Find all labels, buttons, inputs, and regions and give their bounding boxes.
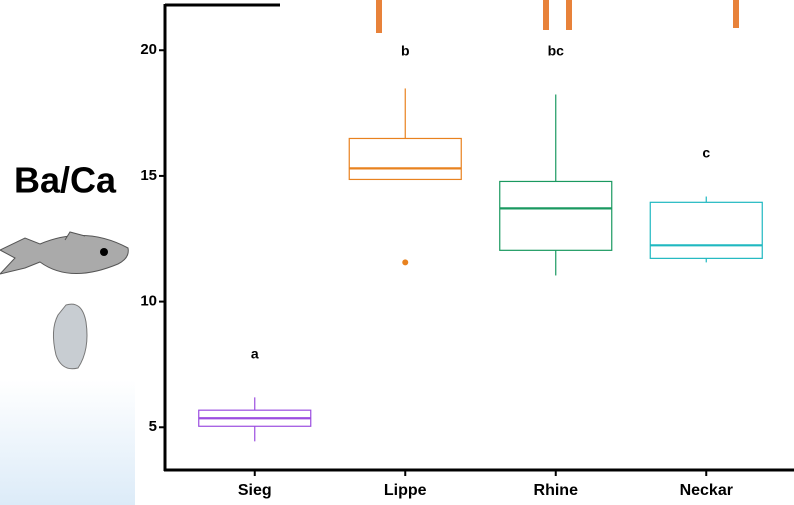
- x-tick-label: Lippe: [384, 482, 427, 499]
- y-tick-label: 5: [149, 418, 157, 435]
- outlier: [402, 259, 408, 265]
- group-letter: bc: [548, 43, 565, 59]
- decorative-bars: [376, 0, 739, 33]
- fish-icon: [0, 232, 128, 274]
- y-tick-label: 15: [140, 167, 157, 184]
- box: [500, 181, 612, 250]
- chart: Ba/Ca 5 10 15 20 Sieg a Lippe b Rhine bc Neckar c: [0, 0, 794, 505]
- group-letter: a: [251, 346, 259, 362]
- y-tick-label: 10: [140, 293, 157, 310]
- group-letter: b: [401, 43, 410, 59]
- x-tick-label: Rhine: [534, 482, 579, 499]
- x-tick-label: Sieg: [238, 482, 272, 499]
- y-tick-label: 20: [140, 41, 157, 58]
- otolith-icon: [53, 304, 87, 369]
- background-panel: [0, 380, 135, 505]
- y-axis-label: Ba/Ca: [14, 160, 117, 201]
- x-tick-label: Neckar: [680, 482, 733, 499]
- box: [650, 202, 762, 258]
- box: [349, 138, 461, 179]
- group-letter: c: [702, 145, 710, 161]
